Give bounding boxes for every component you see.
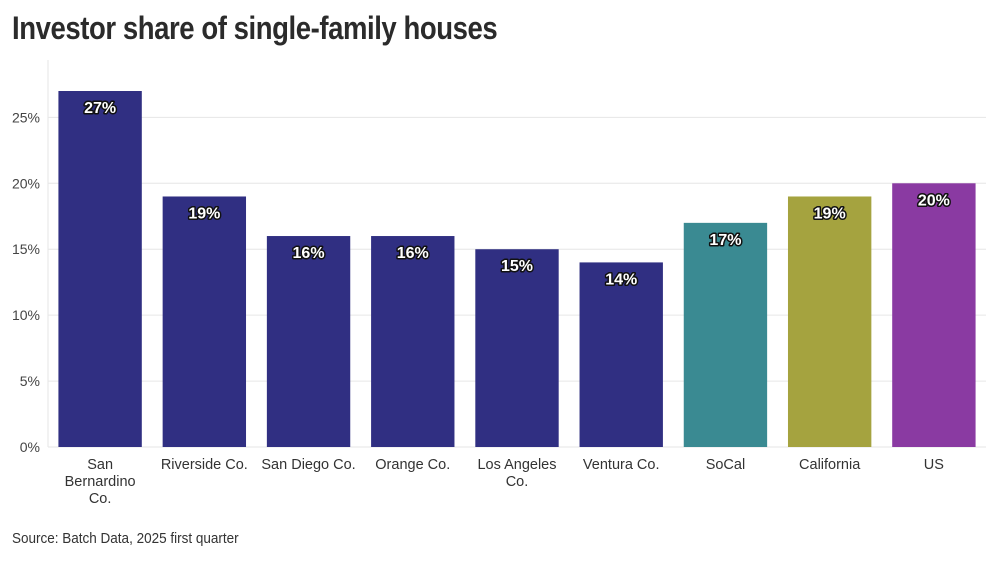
value-label: 14%	[605, 271, 637, 288]
x-tick-label: San Diego Co.	[261, 457, 355, 473]
y-tick-label: 20%	[12, 175, 40, 191]
value-label: 19%	[814, 205, 846, 222]
y-tick-label: 25%	[12, 109, 40, 125]
x-tick-label: Riverside Co.	[161, 457, 248, 473]
bars	[58, 91, 976, 447]
bar	[162, 196, 247, 447]
value-label: 16%	[293, 245, 325, 262]
y-tick-label: 0%	[20, 439, 40, 455]
y-tick-label: 15%	[12, 241, 40, 257]
x-tick-label: California	[799, 457, 861, 473]
value-label: 20%	[918, 192, 950, 209]
bar	[579, 262, 663, 447]
y-tick-label: 10%	[12, 307, 40, 323]
y-axis: 0% 5% 10% 15% 20% 25%	[12, 109, 40, 455]
x-tick-label: Orange Co.	[375, 457, 450, 473]
chart-title: Investor share of single-family houses	[12, 10, 498, 46]
source-note: Source: Batch Data, 2025 first quarter	[12, 530, 239, 547]
bar	[892, 183, 976, 447]
value-label: 19%	[188, 205, 220, 222]
bar	[266, 236, 351, 447]
x-tick-label: US	[924, 457, 944, 473]
value-label: 27%	[84, 100, 116, 117]
x-tick-label: Los Angeles Co.	[477, 457, 556, 490]
x-tick-label: Ventura Co.	[583, 457, 660, 473]
bar	[371, 236, 455, 447]
value-label: 16%	[397, 245, 429, 262]
bar	[58, 91, 142, 447]
value-label: 15%	[501, 258, 533, 275]
x-axis: San Bernardino Co. Riverside Co. San Diego C…	[65, 457, 944, 507]
bar	[787, 196, 872, 447]
x-tick-label: San Bernardino Co.	[65, 457, 136, 507]
bar	[475, 249, 559, 447]
y-tick-label: 5%	[20, 373, 40, 389]
x-tick-label: SoCal	[706, 457, 746, 473]
value-labels: 27% 19% 16% 16% 15% 14% 17% 19% 20%	[83, 99, 952, 290]
bar	[683, 222, 768, 447]
value-label: 17%	[709, 232, 741, 249]
